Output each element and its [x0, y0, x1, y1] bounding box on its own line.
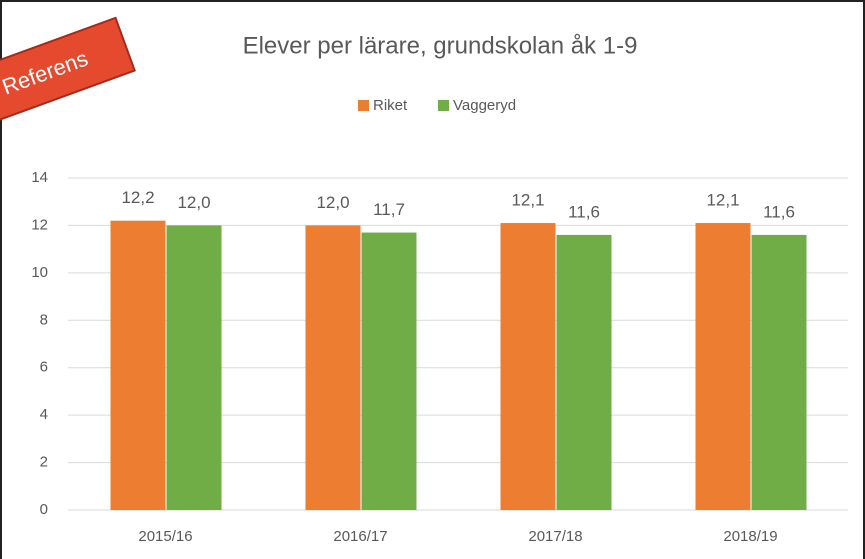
value-label: 12,1 [706, 191, 739, 210]
y-tick-label: 14 [31, 169, 48, 186]
annotation-badge: Referens [0, 16, 136, 130]
value-label: 11,6 [568, 202, 600, 221]
y-tick-label: 6 [40, 359, 48, 376]
bar [166, 225, 222, 510]
bar [110, 220, 166, 510]
bar [305, 225, 361, 510]
x-tick-label: 2017/18 [528, 528, 582, 545]
x-tick-label: 2016/17 [333, 528, 387, 545]
x-tick-label: 2018/19 [723, 528, 777, 545]
y-tick-label: 0 [40, 501, 48, 518]
bar [695, 223, 751, 511]
value-label: 12,0 [316, 193, 349, 212]
value-label: 12,1 [511, 191, 544, 210]
value-label: 12,2 [121, 188, 154, 207]
legend-swatch [358, 100, 369, 111]
bar [751, 234, 807, 510]
badge-box [0, 16, 136, 130]
legend-label: Vaggeryd [453, 97, 516, 114]
bar [500, 223, 556, 511]
y-tick-label: 12 [31, 216, 48, 233]
value-label: 11,6 [763, 202, 795, 221]
legend-label: Riket [373, 97, 408, 114]
y-tick-label: 4 [40, 406, 48, 423]
value-label: 12,0 [177, 193, 210, 212]
y-tick-label: 8 [40, 311, 48, 328]
bar [556, 234, 612, 510]
x-tick-label: 2015/16 [138, 528, 192, 545]
y-tick-label: 2 [40, 454, 48, 471]
y-tick-label: 10 [31, 264, 48, 281]
chart-title: Elever per lärare, grundskolan åk 1-9 [243, 32, 638, 59]
value-label: 11,7 [373, 200, 405, 219]
legend-swatch [438, 100, 449, 111]
bar [361, 232, 417, 511]
